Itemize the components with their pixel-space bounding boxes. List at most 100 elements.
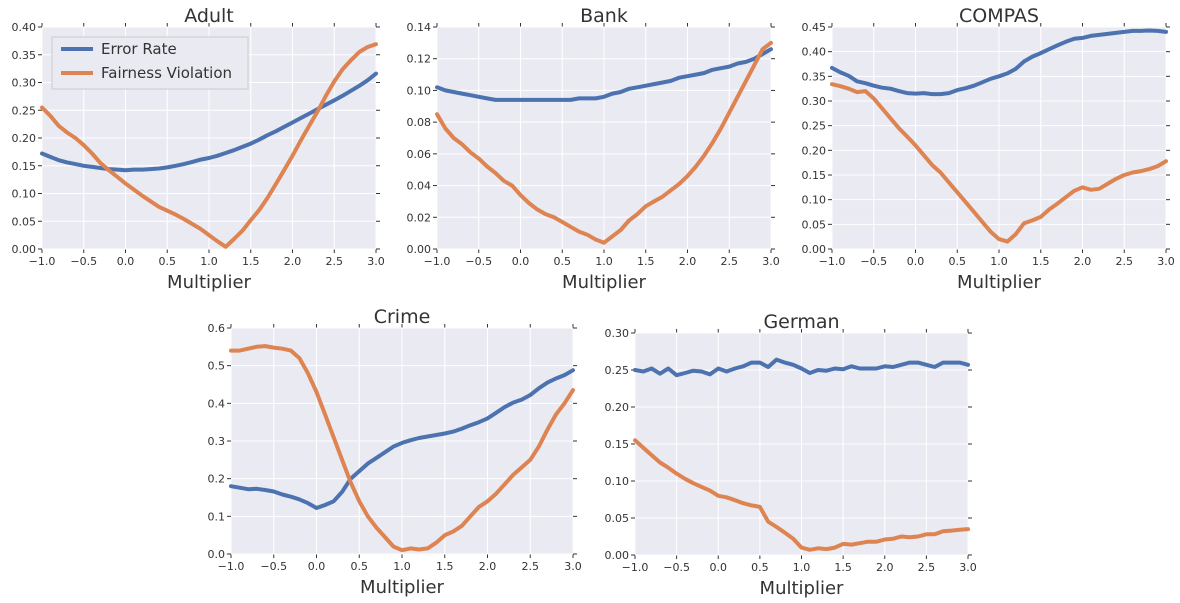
y-tick-label: 0.10: [407, 84, 432, 97]
x-tick-label: 2.5: [918, 561, 936, 574]
y-tick-label: 0.30: [802, 95, 827, 108]
x-tick-label: 1.5: [436, 560, 454, 573]
x-axis-label: Multiplier: [760, 578, 845, 599]
y-tick-label: 0.25: [802, 120, 827, 133]
x-tick-label: 0.0: [710, 561, 728, 574]
y-tick-label: 0.00: [407, 243, 432, 256]
panel-title: German: [763, 311, 839, 333]
y-tick-label: 0.20: [802, 144, 827, 157]
x-tick-label: −1.0: [424, 255, 451, 268]
y-tick-label: 0.35: [12, 49, 37, 62]
legend-box: [51, 36, 249, 90]
x-tick-label: 3.0: [762, 255, 780, 268]
series-line-fairness-violation: [435, 40, 773, 245]
y-tick-label: 0.08: [407, 116, 432, 129]
series-line-fairness-violation: [229, 344, 575, 553]
y-tick-label: 0.2: [208, 473, 226, 486]
y-tick-label: 0.06: [407, 148, 432, 161]
y-tick-label: 0.14: [407, 21, 432, 34]
x-tick-label: 3.0: [564, 560, 582, 573]
x-tick-label: 2.5: [721, 255, 739, 268]
panel-title: Adult: [184, 5, 234, 27]
x-tick-label: 0.0: [512, 255, 530, 268]
y-tick-label: 0.40: [12, 21, 37, 34]
series-line-error-rate: [830, 28, 1168, 97]
x-tick-label: −0.5: [70, 255, 97, 268]
x-tick-label: −1.0: [218, 560, 245, 573]
x-tick-label: 1.5: [834, 561, 852, 574]
y-tick-label: 0.45: [802, 21, 827, 34]
x-tick-label: 2.5: [1116, 255, 1134, 268]
x-tick-label: 0.0: [907, 255, 925, 268]
y-tick-label: 0.15: [605, 438, 630, 451]
x-axis-label: Multiplier: [167, 272, 252, 293]
panel-crime: −1.0 −0.5 0.0 0.5 1.0 1.5 2.0 2.5 3.0 0.0 0.1 0.2 0.…: [208, 306, 582, 598]
y-tick-label: 0.4: [208, 397, 226, 410]
y-tick-label: 0.05: [12, 215, 37, 228]
y-tick-label: 0.15: [802, 169, 827, 182]
y-tick-label: 0.00: [605, 549, 630, 562]
panel-title: Crime: [374, 306, 431, 328]
x-tick-label: 2.0: [479, 560, 497, 573]
x-tick-label: 2.0: [1074, 255, 1092, 268]
y-tick-label: 0.02: [407, 211, 432, 224]
y-tick-label: 0.1: [208, 510, 226, 523]
series-line-fairness-violation: [633, 438, 970, 552]
x-tick-label: 2.0: [284, 255, 302, 268]
panel-title: COMPAS: [959, 5, 1039, 27]
y-tick-label: 0.0: [208, 548, 226, 561]
x-tick-label: 1.5: [637, 255, 655, 268]
x-tick-label: 3.0: [367, 255, 385, 268]
x-tick-label: 0.5: [949, 255, 967, 268]
y-tick-label: 0.00: [12, 243, 37, 256]
series-line-error-rate: [229, 368, 575, 510]
x-tick-label: 1.0: [990, 255, 1008, 268]
y-tick-label: 0.20: [605, 401, 630, 414]
x-tick-label: 1.5: [1032, 255, 1050, 268]
x-tick-label: −1.0: [29, 255, 56, 268]
x-tick-label: 3.0: [959, 561, 977, 574]
x-tick-label: −0.5: [860, 255, 887, 268]
y-tick-label: 0.5: [208, 360, 226, 373]
y-tick-label: 0.10: [802, 194, 827, 207]
x-tick-label: 1.0: [393, 560, 411, 573]
x-tick-label: 0.5: [751, 561, 769, 574]
y-tick-label: 0.25: [605, 364, 630, 377]
x-tick-label: 1.0: [793, 561, 811, 574]
y-tick-label: 0.6: [208, 322, 226, 335]
panel-bank: −1.0 −0.5 0.0 0.5 1.0 1.5 2.0 2.5 3.0 0.00 0.02 0.0…: [407, 5, 780, 293]
x-tick-label: 0.5: [351, 560, 369, 573]
y-tick-label: 0.00: [802, 243, 827, 256]
y-tick-label: 0.12: [407, 53, 432, 66]
panel-german: −1.0 −0.5 0.0 0.5 1.0 1.5 2.0 2.5 3.0 0.00 0.05 0.1…: [605, 311, 977, 599]
x-tick-label: 2.0: [679, 255, 697, 268]
x-tick-label: 0.0: [308, 560, 326, 573]
x-tick-label: 2.5: [522, 560, 540, 573]
panel-title: Bank: [580, 5, 628, 27]
y-tick-label: 0.40: [802, 46, 827, 59]
x-tick-label: −0.5: [465, 255, 492, 268]
series-line-fairness-violation: [40, 42, 378, 249]
series-line-error-rate: [435, 47, 773, 102]
x-tick-label: −0.5: [663, 561, 690, 574]
series-line-fairness-violation: [830, 82, 1168, 244]
x-axis-label: Multiplier: [957, 272, 1042, 293]
x-axis-label: Multiplier: [360, 577, 445, 598]
x-tick-label: −1.0: [622, 561, 649, 574]
x-tick-label: 0.5: [554, 255, 572, 268]
y-tick-label: 0.30: [605, 327, 630, 340]
series-line-error-rate: [633, 357, 970, 378]
y-tick-label: 0.05: [802, 218, 827, 231]
y-tick-label: 0.10: [12, 188, 37, 201]
x-tick-label: 0.5: [159, 255, 177, 268]
x-tick-label: 1.0: [200, 255, 218, 268]
legend: Error Rate Fairness Violation: [51, 36, 249, 90]
x-tick-label: 0.0: [117, 255, 135, 268]
x-tick-label: 2.5: [326, 255, 344, 268]
y-tick-label: 0.05: [605, 512, 630, 525]
y-tick-label: 0.20: [12, 132, 37, 145]
x-tick-label: 1.5: [242, 255, 260, 268]
y-tick-label: 0.10: [605, 475, 630, 488]
legend-label-fairness-violation: Fairness Violation: [101, 64, 232, 82]
x-tick-label: −0.5: [260, 560, 287, 573]
